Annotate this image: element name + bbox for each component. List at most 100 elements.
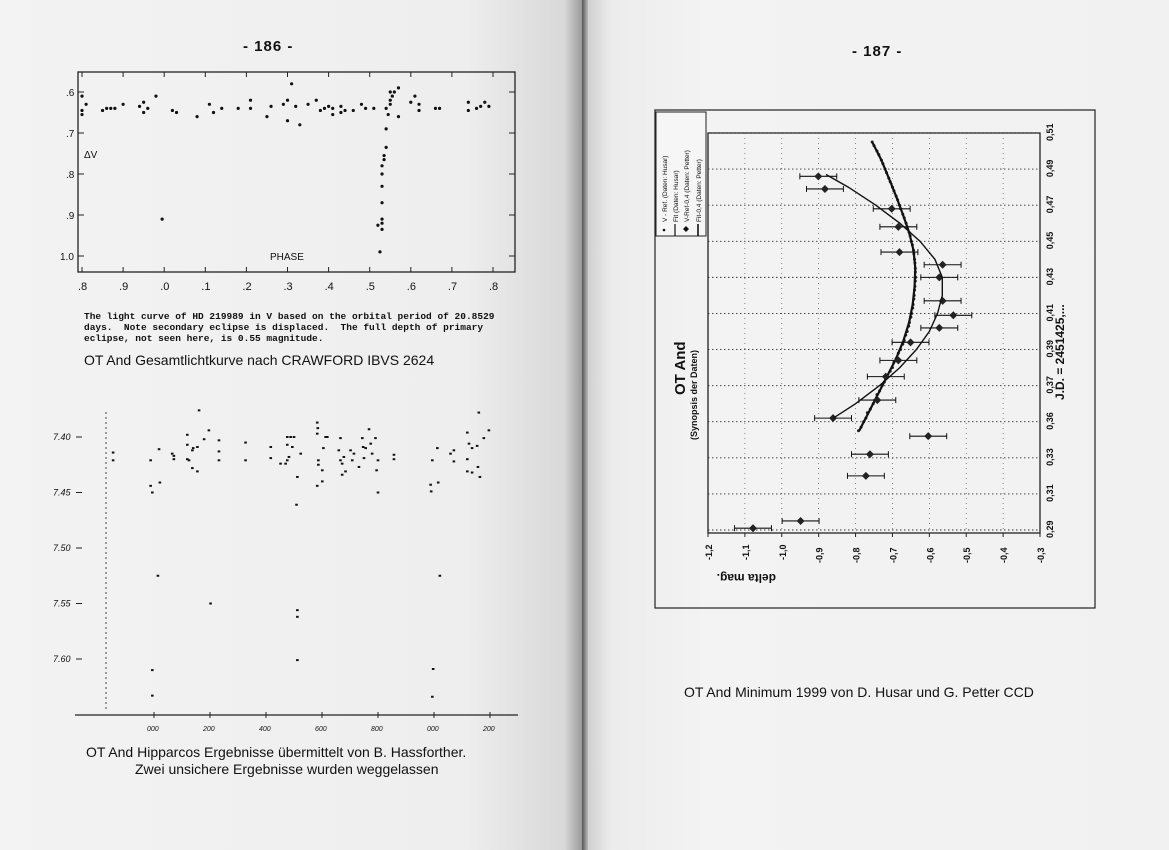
x-tick-label: 0,36 — [1045, 412, 1055, 430]
data-point — [186, 458, 189, 461]
data-point — [186, 443, 189, 446]
y-tick-label: -1,2 — [704, 544, 714, 560]
data-point — [158, 481, 162, 484]
data-point — [372, 106, 376, 110]
x-tick-label: 600 — [315, 726, 327, 733]
data-point — [384, 106, 388, 110]
petter-data-point — [829, 414, 838, 423]
data-point — [380, 201, 384, 205]
data-point — [374, 437, 377, 440]
data-point — [296, 475, 299, 478]
data-point — [317, 459, 320, 462]
data-point — [111, 451, 115, 454]
y-tick-label: 7.60 — [53, 654, 71, 664]
data-point — [475, 444, 479, 447]
data-point — [413, 94, 417, 98]
data-point — [285, 98, 290, 102]
data-point — [317, 463, 320, 466]
legend-item: Fit-0,4 (Daten: Petter) — [696, 159, 703, 222]
x-tick-label: 0,41 — [1045, 304, 1055, 322]
petter-data-point — [906, 338, 915, 347]
legend-box — [655, 111, 707, 237]
data-point — [80, 108, 84, 113]
data-point — [170, 108, 175, 113]
fit-curve — [825, 173, 943, 419]
data-point — [380, 184, 384, 188]
petter-data-point — [894, 356, 903, 365]
data-point — [436, 481, 440, 484]
data-point — [327, 104, 331, 108]
data-point — [474, 106, 479, 110]
data-point — [431, 667, 435, 670]
data-point — [296, 615, 299, 618]
y-tick-label: .7 — [66, 129, 75, 140]
data-point — [151, 491, 154, 494]
data-point — [433, 106, 438, 110]
data-point — [142, 110, 146, 115]
data-point — [367, 428, 371, 431]
data-point — [322, 447, 325, 450]
data-point — [409, 100, 413, 104]
data-point — [172, 458, 176, 461]
data-point — [436, 447, 439, 450]
data-point — [392, 453, 396, 456]
data-point — [84, 102, 88, 106]
y-tick-label: .8 — [66, 170, 75, 181]
data-point — [378, 250, 382, 254]
data-point — [339, 459, 342, 462]
y-tick-label: -0,7 — [888, 547, 898, 563]
x-tick-label: .8 — [78, 281, 87, 293]
chart-subtitle: (Synopsis der Daten) — [689, 350, 699, 440]
data-point — [431, 459, 434, 462]
minimum-caption: OT And Minimum 1999 von D. Husar und G. … — [684, 684, 1034, 700]
data-point — [146, 106, 150, 110]
data-point — [290, 82, 294, 86]
data-point — [437, 106, 442, 110]
data-point — [195, 115, 199, 119]
data-point — [363, 106, 368, 110]
data-point — [438, 574, 442, 577]
data-point — [388, 102, 392, 106]
legend-item: Fit (Daten: Husar) — [673, 170, 680, 222]
x-tick-label: 0,43 — [1045, 268, 1055, 286]
x-axis-label: PHASE — [270, 252, 304, 263]
legend: V - Ref. (Daten: Husar) Fit (Daten: Husa… — [655, 111, 707, 237]
data-point — [382, 153, 386, 158]
x-tick-label: .5 — [366, 281, 375, 293]
data-point — [306, 102, 310, 106]
data-point — [217, 450, 221, 453]
y-tick-label: .9 — [66, 211, 75, 222]
data-point — [191, 449, 194, 452]
petter-data-point — [887, 204, 896, 213]
data-point — [479, 104, 483, 108]
data-point — [388, 90, 392, 94]
petter-data-point — [924, 432, 933, 441]
data-point — [369, 442, 373, 445]
data-point — [467, 442, 471, 445]
data-point — [284, 462, 287, 465]
data-point — [217, 459, 221, 462]
data-point — [157, 448, 161, 451]
y-tick-label: 1.0 — [60, 252, 74, 263]
data-point — [380, 227, 384, 231]
petter-data-point — [935, 323, 944, 332]
chart-outer-frame — [654, 109, 1096, 609]
data-point — [376, 459, 380, 462]
legend-item: V-Ref-0,4 (Daten: Petter) — [684, 150, 691, 222]
data-point — [269, 457, 273, 460]
y-tick-label: 7.45 — [53, 488, 72, 498]
data-point — [265, 115, 269, 119]
x-tick-label: 0,29 — [1045, 520, 1055, 538]
data-point — [196, 445, 199, 448]
data-point — [296, 609, 299, 612]
x-tick-label: .2 — [242, 281, 251, 293]
x-tick-label: 0,39 — [1045, 340, 1055, 358]
data-point — [291, 445, 294, 448]
data-point — [376, 223, 380, 227]
petter-data-point — [894, 222, 903, 231]
x-tick-label: 400 — [259, 726, 271, 733]
data-point — [318, 108, 322, 113]
data-point — [466, 470, 469, 473]
data-point — [202, 438, 206, 441]
